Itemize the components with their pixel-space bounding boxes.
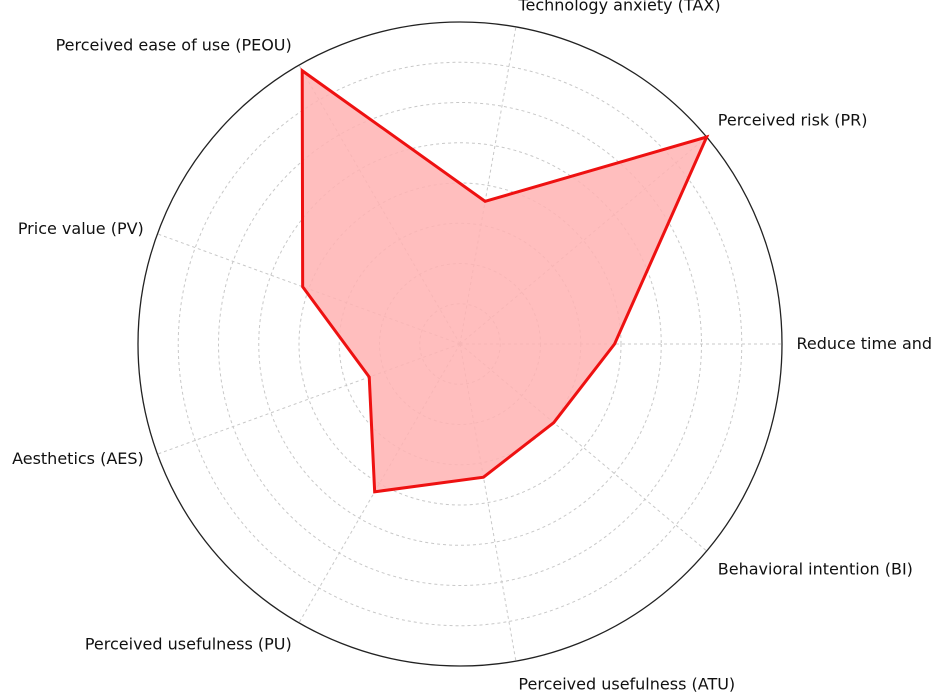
grid-ring (177, 61, 743, 627)
radar-series (300, 67, 710, 494)
axis-label: Aesthetics (AES) (12, 449, 144, 468)
axis-label: Perceived usefulness (ATU) (518, 674, 735, 692)
axis-labels: Technology anxiety (TAX) Perceived risk (… (12, 0, 935, 692)
series-area (302, 70, 707, 492)
axis-label: Reduce time and errors (RTE) (796, 334, 935, 353)
axis-label: Perceived usefulness (PU) (85, 634, 292, 653)
series-line (300, 67, 710, 494)
axis-label: Technology anxiety (TAX) (517, 0, 720, 15)
axis-label: Price value (PV) (18, 219, 144, 238)
axis-label: Behavioral intention (BI) (718, 559, 913, 578)
outer-ring (137, 21, 783, 667)
axis-label: Perceived risk (PR) (718, 111, 868, 130)
grid-ring (258, 142, 662, 546)
axis-label: Perceived ease of use (PEOU) (56, 36, 292, 55)
